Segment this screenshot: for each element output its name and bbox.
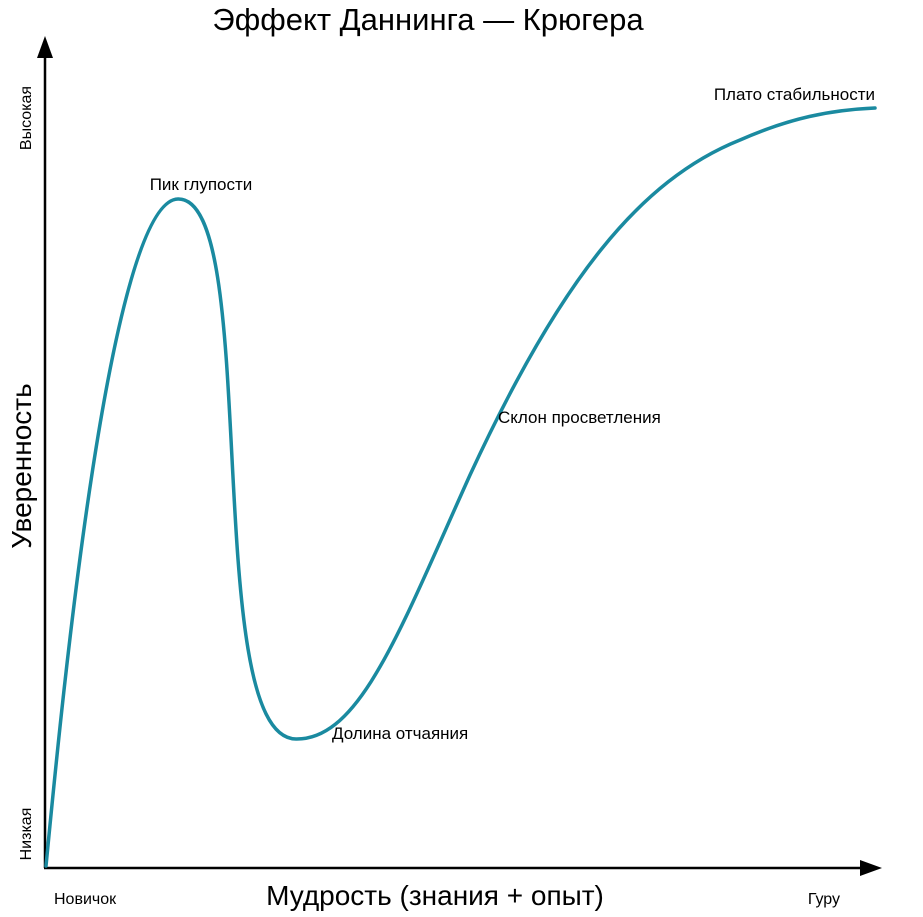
confidence-curve (44, 106, 877, 868)
slope-annotation: Склон просветления (498, 408, 661, 427)
plateau-annotation: Плато стабильности (714, 85, 875, 104)
y-axis-arrow (37, 36, 53, 58)
x-axis-arrow (860, 860, 882, 876)
y-axis-low-label: Низкая (18, 808, 35, 861)
diagram-title: Эффект Даннинга — Крюгера (212, 2, 644, 37)
x-axis-title: Мудрость (знания + опыт) (266, 880, 604, 911)
y-axis-high-label: Высокая (18, 86, 35, 150)
valley-annotation: Долина отчаяния (332, 724, 468, 743)
y-axis-title: Уверенность (6, 383, 37, 548)
x-axis-end-label: Гуру (808, 891, 840, 908)
peak-annotation: Пик глупости (150, 175, 253, 194)
x-axis-start-label: Новичок (54, 891, 117, 908)
